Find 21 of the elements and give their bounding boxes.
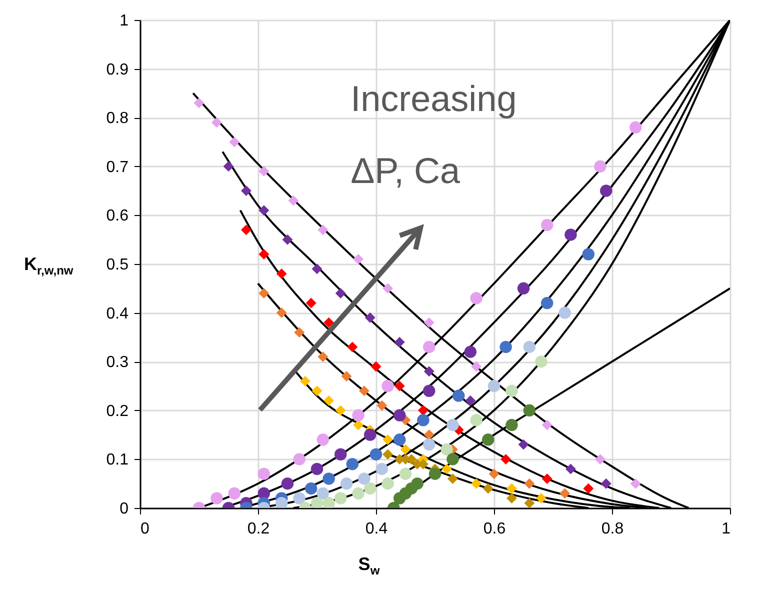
y-tick-label: 0.4 (106, 305, 129, 322)
x-tick-label: 0.2 (247, 520, 270, 538)
y-tick-label: 0.6 (106, 208, 129, 225)
x-tick-label: 0.4 (365, 520, 388, 538)
x-tick-label: 0.6 (483, 520, 506, 538)
y-tick-label: 0.5 (106, 256, 129, 274)
y-tick-label: 0.1 (106, 452, 129, 469)
annotation: ΔP, Ca (350, 150, 462, 191)
x-tick-label: 0.8 (601, 520, 624, 538)
y-tick-label: 1 (120, 12, 129, 30)
x-tick-label: 0 (140, 520, 150, 538)
y-axis-title: K$_{r,w,nw}$ (24, 254, 74, 278)
x-axis-title: S$_{w}$ (358, 554, 380, 578)
y-tick-label: 0.8 (106, 110, 129, 128)
annotation: Increasing (350, 78, 517, 119)
y-tick-label: 0.9 (106, 61, 129, 78)
x-tick-label: 1 (722, 520, 731, 538)
y-tick-label: 0 (120, 500, 129, 518)
y-tick-label: 0.7 (106, 158, 129, 176)
y-tick-label: 0.3 (106, 354, 129, 372)
y-tick-label: 0.2 (106, 402, 129, 420)
